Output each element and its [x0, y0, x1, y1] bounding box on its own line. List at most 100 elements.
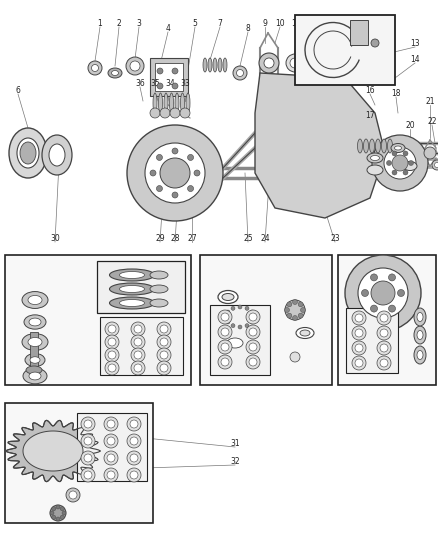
- Ellipse shape: [218, 290, 237, 303]
- Circle shape: [245, 325, 259, 339]
- Text: 2: 2: [117, 19, 121, 28]
- Bar: [349, 20, 367, 45]
- Bar: [337, 255, 435, 385]
- Circle shape: [396, 289, 403, 296]
- Circle shape: [284, 300, 304, 320]
- Circle shape: [351, 341, 365, 355]
- Circle shape: [150, 170, 155, 176]
- Circle shape: [357, 268, 407, 318]
- Ellipse shape: [158, 93, 162, 113]
- Circle shape: [376, 311, 390, 325]
- Circle shape: [245, 355, 259, 369]
- Bar: [294, 15, 394, 85]
- Circle shape: [297, 302, 303, 307]
- Circle shape: [172, 83, 177, 89]
- Circle shape: [56, 505, 60, 509]
- Ellipse shape: [109, 297, 154, 309]
- Ellipse shape: [366, 153, 382, 163]
- Text: 14: 14: [409, 54, 419, 63]
- Text: 1: 1: [97, 19, 102, 28]
- Circle shape: [220, 313, 229, 321]
- Circle shape: [370, 305, 377, 312]
- Ellipse shape: [42, 135, 72, 175]
- Circle shape: [223, 315, 227, 319]
- Polygon shape: [254, 73, 384, 218]
- Ellipse shape: [416, 330, 422, 340]
- Ellipse shape: [413, 308, 425, 326]
- Ellipse shape: [29, 372, 41, 380]
- Circle shape: [244, 324, 248, 328]
- Ellipse shape: [357, 139, 362, 153]
- Circle shape: [130, 420, 138, 428]
- Ellipse shape: [186, 93, 190, 113]
- Circle shape: [371, 135, 427, 191]
- Circle shape: [66, 488, 80, 502]
- Ellipse shape: [227, 309, 251, 325]
- Circle shape: [431, 160, 438, 170]
- Ellipse shape: [299, 330, 309, 336]
- Ellipse shape: [416, 312, 422, 321]
- Circle shape: [107, 454, 115, 462]
- Circle shape: [292, 316, 297, 320]
- Circle shape: [159, 338, 168, 346]
- Circle shape: [379, 344, 387, 352]
- Circle shape: [233, 66, 247, 80]
- Circle shape: [108, 351, 116, 359]
- Circle shape: [251, 315, 255, 319]
- Circle shape: [159, 158, 190, 188]
- Circle shape: [344, 255, 420, 331]
- Ellipse shape: [28, 337, 42, 346]
- Text: 7: 7: [217, 19, 222, 28]
- Polygon shape: [23, 431, 83, 471]
- Ellipse shape: [164, 93, 168, 113]
- Ellipse shape: [119, 286, 144, 293]
- Text: 27: 27: [187, 233, 196, 243]
- Circle shape: [379, 359, 387, 367]
- Ellipse shape: [153, 93, 157, 113]
- Circle shape: [290, 352, 299, 362]
- Ellipse shape: [119, 271, 144, 279]
- Ellipse shape: [169, 93, 173, 113]
- Circle shape: [300, 308, 305, 312]
- Circle shape: [105, 361, 119, 375]
- Text: 33: 33: [180, 78, 190, 87]
- Circle shape: [226, 310, 230, 314]
- Text: 29: 29: [155, 233, 164, 243]
- Circle shape: [297, 313, 303, 318]
- Circle shape: [286, 302, 291, 307]
- Circle shape: [220, 343, 229, 351]
- Circle shape: [52, 507, 56, 511]
- Ellipse shape: [111, 70, 118, 76]
- Circle shape: [157, 68, 162, 74]
- Circle shape: [385, 160, 391, 166]
- Ellipse shape: [370, 156, 378, 160]
- Text: 34: 34: [165, 78, 174, 87]
- Ellipse shape: [363, 139, 367, 153]
- Circle shape: [351, 356, 365, 370]
- Circle shape: [105, 348, 119, 362]
- Circle shape: [388, 305, 395, 312]
- Circle shape: [60, 507, 64, 511]
- Circle shape: [157, 348, 171, 362]
- Circle shape: [130, 437, 138, 445]
- Ellipse shape: [24, 315, 46, 329]
- Text: 12: 12: [343, 19, 352, 28]
- Text: 22: 22: [426, 117, 436, 125]
- Text: 3: 3: [136, 19, 141, 28]
- Text: 31: 31: [230, 439, 239, 448]
- Circle shape: [104, 417, 118, 431]
- Circle shape: [127, 451, 141, 465]
- Circle shape: [134, 351, 141, 359]
- Circle shape: [248, 313, 256, 321]
- Circle shape: [91, 64, 98, 71]
- Circle shape: [230, 324, 234, 328]
- Text: 23: 23: [329, 233, 339, 243]
- Circle shape: [408, 160, 413, 166]
- Circle shape: [127, 417, 141, 431]
- Circle shape: [360, 289, 367, 296]
- Ellipse shape: [226, 338, 243, 348]
- Circle shape: [157, 83, 162, 89]
- Circle shape: [81, 434, 95, 448]
- Text: 17: 17: [364, 110, 374, 119]
- Ellipse shape: [150, 285, 168, 293]
